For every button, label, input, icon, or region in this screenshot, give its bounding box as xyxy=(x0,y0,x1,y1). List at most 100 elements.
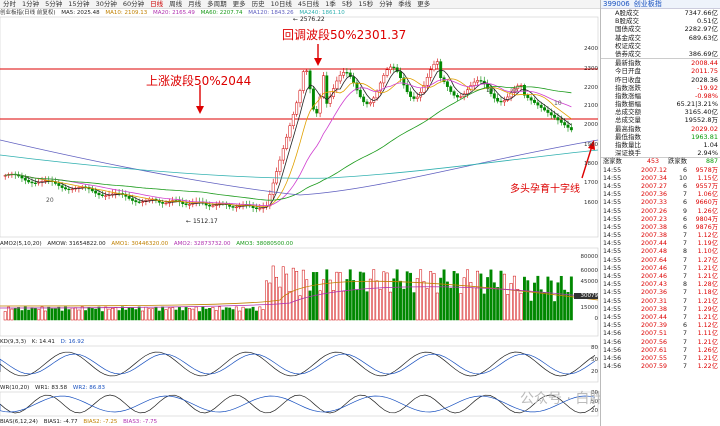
tick-time: 14:55 xyxy=(603,264,622,272)
amo-bar xyxy=(157,310,161,321)
period-tab-11[interactable]: 历史 xyxy=(251,0,265,8)
period-tab-15[interactable]: 5秒 xyxy=(341,0,353,8)
tick-price: 2007.56 xyxy=(640,338,667,346)
amo-bar xyxy=(335,271,339,321)
tick-price: 2007.44 xyxy=(640,313,667,321)
amo-bar xyxy=(211,307,215,321)
period-tab-18[interactable]: 季线 xyxy=(398,0,412,8)
candle-body xyxy=(395,67,399,72)
period-tab-12[interactable]: 10日线 xyxy=(270,0,292,8)
stat-row: 今日开盘 2011.75 xyxy=(601,67,720,75)
amo-bar xyxy=(509,283,513,321)
tick-row: 14:55 2007.27 6 9557万 xyxy=(601,183,720,191)
period-tab-19[interactable]: 更多 xyxy=(417,0,431,8)
tick-amount: 1.15亿 xyxy=(697,174,718,182)
amo-bar xyxy=(30,307,34,321)
amo-bar xyxy=(117,310,121,321)
turnover-value: 2282.97亿 xyxy=(684,25,718,34)
tick-amount: 1.06亿 xyxy=(697,191,718,199)
period-tab-10[interactable]: 更多 xyxy=(232,0,246,8)
tick-row: 14:55 2007.38 7 1.29亿 xyxy=(601,306,720,314)
pullback-arrowhead xyxy=(314,58,322,66)
stat-label: 最高指数 xyxy=(615,124,641,133)
candle-body xyxy=(161,202,165,204)
turnover-value: 7347.66亿 xyxy=(684,9,718,17)
stat-value: 2008.44 xyxy=(691,59,718,68)
amo-bar xyxy=(84,310,88,321)
amo-bar xyxy=(325,269,329,321)
amo-bar xyxy=(553,301,557,321)
candle-body xyxy=(33,182,37,184)
tick-row: 14:56 2007.61 7 1.26亿 xyxy=(601,347,720,355)
period-tab-8[interactable]: 月线 xyxy=(188,0,202,8)
candle-body xyxy=(318,96,322,114)
candle-body xyxy=(188,204,191,206)
amo-bar xyxy=(405,271,409,321)
candle-body xyxy=(365,101,369,105)
candle-body xyxy=(97,192,101,196)
amo-bar xyxy=(141,310,145,321)
amo-bar xyxy=(429,271,433,321)
price-tick: 2100 xyxy=(584,103,598,109)
turnover-row: 债券成交 386.69亿 xyxy=(601,50,720,58)
rally-arrowhead xyxy=(196,106,204,114)
wr-tick: 50 xyxy=(591,399,598,405)
period-tab-3[interactable]: 15分钟 xyxy=(68,0,90,8)
period-tab-16[interactable]: 15秒 xyxy=(358,0,374,8)
doji-annotation: 多头孕育十字线 xyxy=(510,184,580,195)
period-tab-2[interactable]: 5分钟 xyxy=(45,0,63,8)
candle-body xyxy=(405,84,409,93)
amo-bar xyxy=(563,289,567,321)
period-tab-4[interactable]: 30分钟 xyxy=(95,0,117,8)
low-price-label: ← 1512.17 xyxy=(186,218,218,225)
candlestick-chart[interactable] xyxy=(0,0,600,426)
amo-tick: 80000 xyxy=(580,254,599,260)
watermark: 公众号 · 白胖子 xyxy=(520,391,618,407)
period-tab-5[interactable]: 60分钟 xyxy=(122,0,145,8)
candle-body xyxy=(378,82,382,92)
candle-body xyxy=(392,66,396,69)
rally-annotation: 上涨波段50%2044 xyxy=(146,74,252,88)
tick-row: 14:55 2007.23 6 9804万 xyxy=(601,216,720,224)
tick-price: 2007.33 xyxy=(640,199,667,207)
tick-price: 2007.39 xyxy=(640,322,667,330)
period-tab-6[interactable]: 日线 xyxy=(150,0,164,8)
period-tab-1[interactable]: 1分钟 xyxy=(22,0,40,8)
amo-bar xyxy=(224,307,228,321)
tick-volume: 7 xyxy=(682,289,687,297)
candle-body xyxy=(291,114,295,126)
tick-price: 2007.12 xyxy=(640,166,667,174)
amo-bar xyxy=(238,310,242,321)
amo-bar xyxy=(90,308,94,321)
amo-bar xyxy=(348,269,352,321)
turnover-label: 国债成交 xyxy=(615,25,641,34)
period-tab-0[interactable]: 分时 xyxy=(3,0,16,8)
amo-bar xyxy=(218,306,222,321)
pullback-annotation: 回调波段50%2301.37 xyxy=(282,28,407,42)
period-tab-17[interactable]: 分钟 xyxy=(379,0,393,8)
period-tab-14[interactable]: 1季 xyxy=(325,0,336,8)
candle-body xyxy=(412,96,416,99)
tick-amount: 1.22亿 xyxy=(697,363,718,371)
down-count: 887 xyxy=(705,158,718,166)
tick-time: 14:55 xyxy=(603,289,622,297)
candle-body xyxy=(342,72,346,76)
ma10-value: MA10: 2109.13 xyxy=(105,10,148,16)
tick-quote-list[interactable]: 14:55 2007.12 6 9578万 14:55 2007.34 10 1.15亿 14:… xyxy=(601,167,720,372)
stat-value: -19.92 xyxy=(697,83,718,92)
amo-bar xyxy=(412,292,416,321)
stat-value: 3165.40亿 xyxy=(684,108,718,117)
amo1-line xyxy=(0,280,599,307)
period-tab-7[interactable]: 周线 xyxy=(169,0,183,8)
amo-bar xyxy=(13,308,17,321)
period-tab-13[interactable]: 45日线 xyxy=(297,0,320,8)
period-tab-9[interactable]: 多周期 xyxy=(207,0,227,8)
tick-time: 14:55 xyxy=(603,313,622,321)
index-code: 399006 xyxy=(603,0,630,8)
tick-price: 2007.23 xyxy=(640,215,667,223)
tick-price: 2007.26 xyxy=(640,207,667,215)
amo-bar xyxy=(114,307,118,321)
candle-body xyxy=(345,72,349,74)
candle-body xyxy=(422,85,426,93)
amo-bar xyxy=(7,306,10,321)
